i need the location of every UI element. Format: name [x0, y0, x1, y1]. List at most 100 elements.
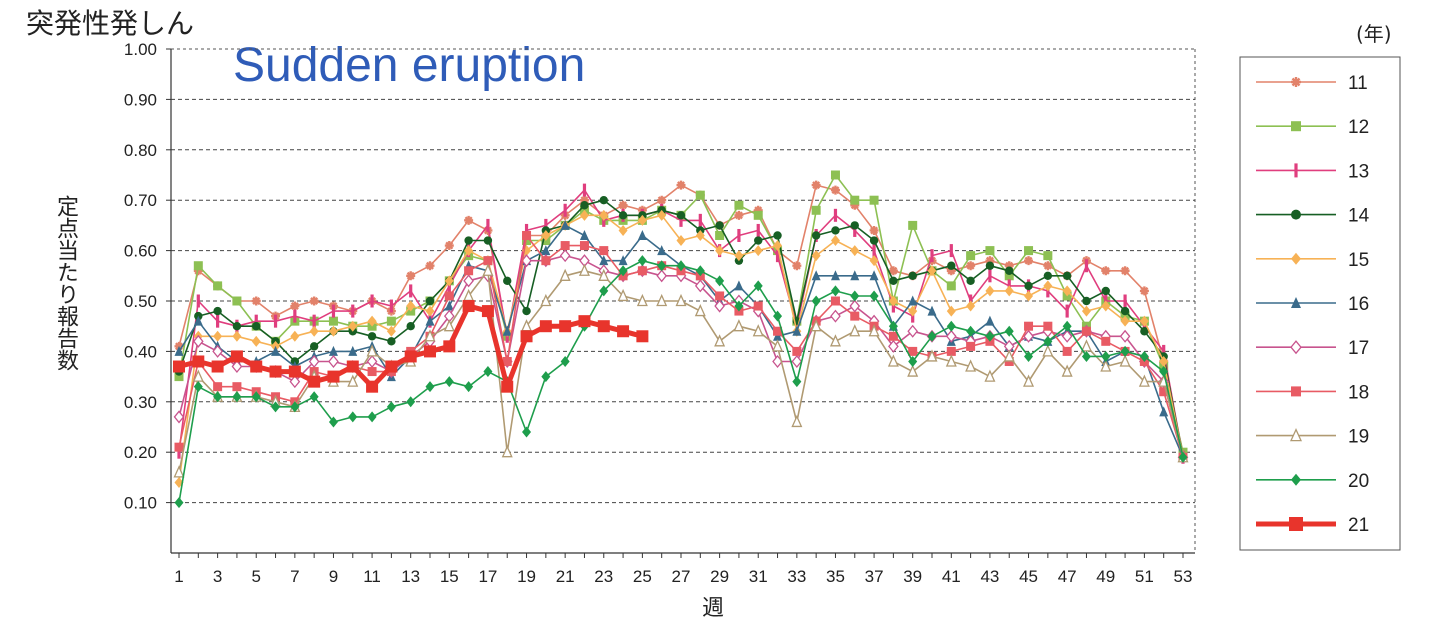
- data-point: [1061, 329, 1073, 343]
- data-point: [737, 228, 741, 242]
- data-point: [1081, 305, 1091, 317]
- data-point: [637, 266, 647, 276]
- data-point: [522, 230, 532, 240]
- data-point: [1004, 325, 1014, 337]
- data-point: [216, 314, 220, 328]
- data-point: [1289, 517, 1303, 531]
- data-point: [618, 211, 628, 220]
- data-point: [348, 320, 358, 332]
- data-point: [830, 270, 840, 281]
- data-point: [1123, 294, 1127, 308]
- y-tick-label: 0.30: [124, 393, 157, 412]
- data-point: [1291, 386, 1301, 397]
- data-point: [773, 240, 783, 252]
- data-point: [833, 208, 838, 222]
- data-point: [351, 304, 355, 318]
- data-point: [560, 355, 570, 367]
- data-point: [271, 345, 281, 356]
- data-point: [406, 300, 416, 312]
- data-point: [850, 200, 860, 210]
- data-point: [1005, 266, 1014, 275]
- data-point: [966, 276, 975, 286]
- x-tick-label: 49: [1096, 567, 1115, 586]
- data-point: [985, 256, 995, 266]
- data-point: [231, 359, 243, 374]
- data-point: [273, 314, 278, 328]
- data-point: [1023, 374, 1035, 387]
- x-tick-label: 31: [749, 567, 768, 586]
- x-tick-label: 3: [213, 567, 222, 586]
- chart-title: 突発性発しん: [26, 7, 195, 40]
- data-point: [869, 195, 879, 205]
- data-point: [559, 268, 571, 281]
- legend-label: 20: [1348, 471, 1369, 492]
- legend-item-11: 11: [1256, 73, 1368, 94]
- x-tick-label: 5: [251, 567, 260, 586]
- data-point: [213, 330, 223, 342]
- data-point: [462, 300, 475, 313]
- x-tick-label: 29: [710, 567, 729, 586]
- data-point: [714, 299, 725, 313]
- data-point: [830, 285, 840, 297]
- data-point: [966, 251, 976, 261]
- x-tick-label: 27: [672, 567, 691, 586]
- data-point: [443, 319, 455, 332]
- data-point: [734, 300, 744, 312]
- data-point: [522, 306, 531, 316]
- legend-item-16: 16: [1256, 294, 1369, 315]
- data-point: [1024, 256, 1034, 266]
- data-point: [174, 442, 184, 452]
- data-point: [328, 354, 339, 369]
- data-point: [1120, 315, 1130, 327]
- data-point: [773, 231, 782, 240]
- data-point: [830, 235, 840, 247]
- data-point: [698, 213, 702, 227]
- data-point: [251, 296, 261, 306]
- data-point: [559, 320, 572, 333]
- data-point: [328, 416, 338, 428]
- y-tick-label: 0.70: [124, 191, 157, 210]
- data-point: [290, 330, 300, 342]
- data-point: [290, 301, 300, 311]
- data-point: [541, 256, 551, 266]
- x-tick-label: 47: [1058, 567, 1077, 586]
- data-point: [908, 220, 918, 230]
- x-tick-label: 23: [594, 567, 613, 586]
- gridlines: [171, 48, 1196, 553]
- data-point: [946, 266, 956, 276]
- data-point: [1159, 406, 1169, 417]
- data-point: [580, 201, 589, 210]
- data-point: [293, 309, 297, 323]
- data-point: [829, 334, 841, 347]
- data-point: [637, 214, 647, 226]
- legend-title: (年): [1356, 22, 1392, 46]
- data-point: [869, 290, 879, 302]
- data-point: [694, 279, 706, 293]
- data-point: [1023, 329, 1034, 343]
- data-point: [211, 360, 224, 373]
- data-point: [1043, 271, 1053, 280]
- data-point: [927, 305, 937, 316]
- data-point: [406, 271, 416, 281]
- data-point: [1024, 350, 1034, 362]
- data-point: [232, 382, 242, 392]
- data-point: [1065, 304, 1069, 318]
- legend: 11 12 13 14 15 16 17 18 19 20 21: [1239, 56, 1401, 551]
- series-19: [173, 263, 1189, 478]
- data-point: [328, 345, 338, 356]
- data-point: [463, 274, 474, 288]
- data-point: [312, 314, 316, 328]
- x-tick-label: 15: [440, 567, 459, 586]
- data-point: [1178, 451, 1188, 463]
- data-point: [212, 344, 223, 358]
- data-point: [888, 320, 898, 332]
- data-point: [773, 330, 783, 341]
- data-point: [810, 319, 822, 332]
- data-point: [1159, 355, 1169, 367]
- data-point: [502, 356, 512, 366]
- data-point: [269, 365, 282, 378]
- data-point: [425, 315, 435, 326]
- data-point: [173, 360, 185, 373]
- data-point: [853, 223, 857, 237]
- data-point: [773, 310, 783, 322]
